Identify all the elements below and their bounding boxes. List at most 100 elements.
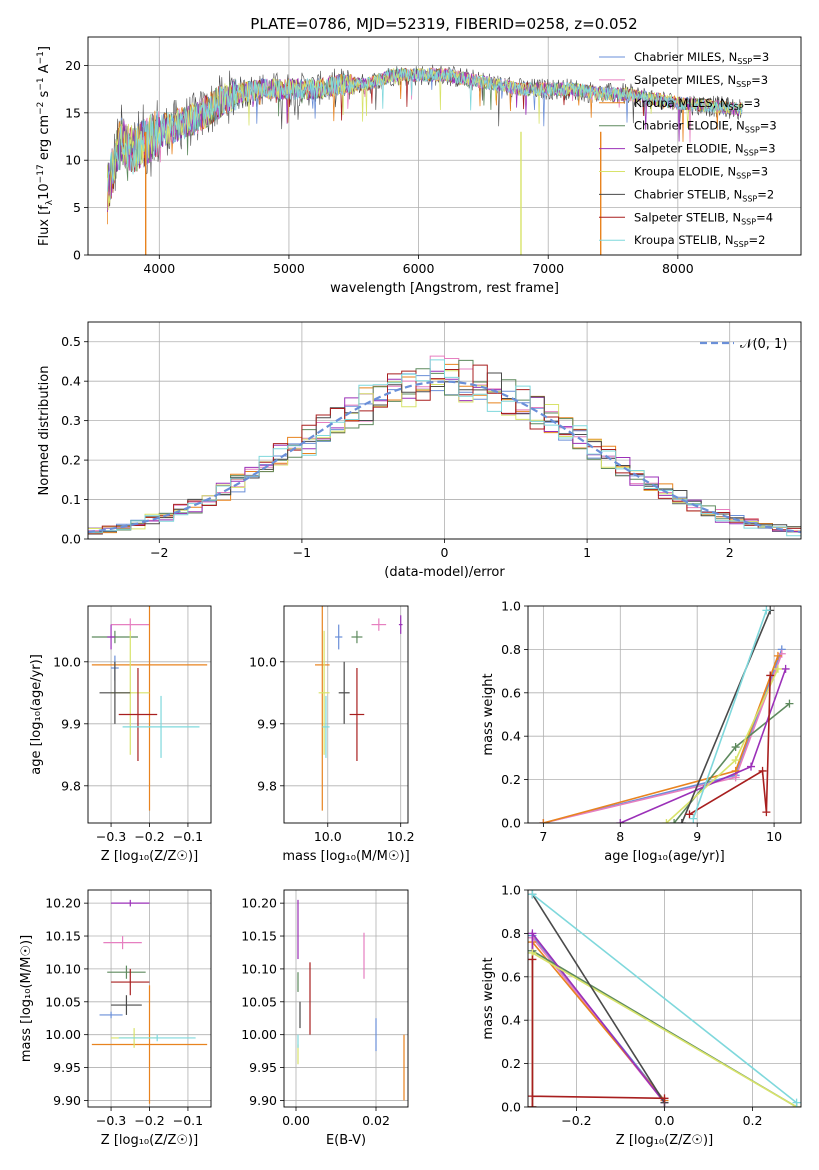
- plot-area: [88, 355, 801, 537]
- errorbar-point-salpeter-elodie: [398, 615, 403, 634]
- age-vs-metallicity-panel: −0.3 −0.2 −0.1 9.8 9.9 10.0 Z [log₁₀(Z/Z☉)] age…: [29, 605, 212, 864]
- y-label-part: −1: [36, 51, 46, 64]
- axes-frame: [87, 605, 212, 824]
- y-axis-label: mass [log₁₀(M/M☉)]: [19, 935, 34, 1062]
- x-tick-label: 5000: [273, 261, 305, 276]
- x-axis-label: wavelength [Angstrom, rest frame]: [330, 281, 559, 296]
- x-tick-label: 8000: [662, 261, 694, 276]
- marker: [747, 762, 756, 771]
- axes-frame: [527, 889, 802, 1108]
- errorbar-point-salpeter-stelib: [111, 968, 150, 996]
- y-tick-label: 9.8: [257, 778, 277, 793]
- y-tick-label: 10.0: [53, 654, 81, 669]
- y-tick-label: 0.2: [501, 772, 521, 787]
- y-tick-label: 10.05: [241, 994, 277, 1009]
- y-tick-label: 0.6: [501, 685, 521, 700]
- errorbar-point-salpeter-stelib: [118, 668, 158, 761]
- y-tick-label: 0.1: [61, 492, 81, 507]
- marker: [528, 955, 537, 964]
- errorbar-point-salpeter-elodie: [111, 899, 150, 907]
- errorbar-point-chabrier-elodie: [351, 630, 363, 644]
- plot-area: [528, 890, 801, 1107]
- y-tick-label: 0.4: [501, 1013, 521, 1028]
- spectrum-legend: Chabrier MILES, NSSP=3 Salpeter MILES, NS…: [599, 50, 777, 249]
- marker: [677, 819, 686, 823]
- marker: [762, 808, 771, 817]
- x-tick-label: 10.2: [387, 829, 415, 844]
- y-tick-label: 9.95: [53, 1060, 81, 1075]
- x-axis-label: age [log₁₀(age/yr)]: [604, 849, 725, 864]
- x-axis-label: E(B-V): [326, 1133, 366, 1148]
- errorbar-point-kroupa-stelib: [122, 695, 200, 758]
- marker: [528, 1103, 537, 1107]
- x-tick-label: 0.2: [743, 1113, 763, 1128]
- spectrum-kroupa-elodie-line: [107, 68, 743, 211]
- legend-entry: Salpeter MILES, NSSP=3: [634, 73, 768, 89]
- mass-weight-series-kroupa-miles: [528, 938, 669, 1107]
- errorbar-point-chabrier-miles: [335, 624, 343, 650]
- x-tick-label: 0.02: [362, 1113, 390, 1128]
- marker: [781, 664, 790, 673]
- y-label-part: −2: [36, 102, 46, 115]
- mass-weight-series-salpeter-stelib: [685, 671, 775, 819]
- marker: [670, 819, 679, 823]
- mass-weight-series-kroupa-elodie: [662, 664, 782, 823]
- y-tick-label: 10: [65, 153, 81, 168]
- marker: [762, 606, 771, 615]
- y-tick-label: 0.2: [501, 1056, 521, 1071]
- y-axis-label: Normed distribution: [37, 366, 52, 496]
- mass-weight-series-kroupa-stelib: [689, 606, 771, 823]
- errorbar-point-kroupa-miles: [91, 985, 208, 1104]
- x-tick-label: 0: [441, 545, 449, 560]
- y-tick-label: 0.4: [501, 729, 521, 744]
- y-tick-label: 0.4: [61, 374, 81, 389]
- y-label-part: λ: [45, 199, 55, 205]
- spectrum-title: PLATE=0786, MJD=52319, FIBERID=0258, z=0…: [250, 15, 637, 33]
- grid: [284, 606, 408, 823]
- plot-area: [107, 64, 743, 255]
- marker: [660, 1094, 669, 1103]
- marker: [785, 699, 794, 708]
- marker: [766, 671, 775, 680]
- x-axis-label: Z [log₁₀(Z/Z☉)]: [101, 849, 198, 864]
- y-tick-label: 10.20: [45, 896, 81, 911]
- x-tick-label: 1: [583, 545, 591, 560]
- marker: [773, 651, 782, 660]
- errorbar-point-kroupa-stelib: [118, 1034, 196, 1042]
- x-tick-label: 7: [539, 829, 547, 844]
- normal-reference-curve: [88, 380, 801, 534]
- marker: [689, 814, 698, 823]
- errorbar-point-chabrier-stelib: [99, 661, 131, 724]
- errorbar-point-kroupa-miles: [91, 606, 208, 811]
- legend-entry: Kroupa STELIB, NSSP=2: [634, 233, 765, 249]
- x-tick-label: 8: [616, 829, 624, 844]
- y-axis-label: age [log₁₀(age/yr)]: [29, 654, 44, 775]
- y-tick-label: 0: [73, 248, 81, 263]
- errorbar-point-salpeter-elodie: [107, 624, 115, 650]
- y-tick-label: 10.00: [241, 1027, 277, 1042]
- y-axis-label: mass weight: [481, 673, 496, 755]
- y-tick-label: 0.5: [61, 334, 81, 349]
- axes-frame: [87, 889, 212, 1108]
- legend-entry: Salpeter STELIB, NSSP=4: [634, 210, 773, 226]
- y-tick-label: 10.15: [45, 929, 81, 944]
- marker: [528, 929, 537, 938]
- mass-vs-metallicity-panel: −0.3 −0.2 −0.1 9.90 9.95 10.00 10.05 10.10 10.15…: [19, 889, 212, 1148]
- errorbar-point-salpeter-miles: [103, 936, 142, 950]
- x-tick-label: 6000: [403, 261, 435, 276]
- legend-entry: Chabrier ELODIE, NSSP=3: [634, 119, 777, 135]
- y-tick-label: 10.05: [45, 994, 81, 1009]
- x-tick-label: −0.1: [173, 829, 203, 844]
- x-tick-label: 0.00: [282, 1113, 310, 1128]
- y-tick-label: 0.8: [501, 926, 521, 941]
- marker: [758, 766, 767, 775]
- y-tick-label: 0.0: [501, 816, 521, 831]
- residual-histogram-panel: −2 −1 0 1 2 0.0 0.1 0.2 0.3 0.4 0.5 (data-model)/er…: [37, 321, 802, 580]
- spectrum-panel: 4000 5000 6000 7000 8000 0 5 10 15 20 wavelength […: [36, 36, 802, 296]
- errorbar-point-salpeter-miles: [371, 618, 387, 631]
- y-tick-label: 0.8: [501, 642, 521, 657]
- axes-frame: [527, 605, 802, 824]
- marker: [731, 743, 740, 752]
- y-tick-label: 0.3: [61, 413, 81, 428]
